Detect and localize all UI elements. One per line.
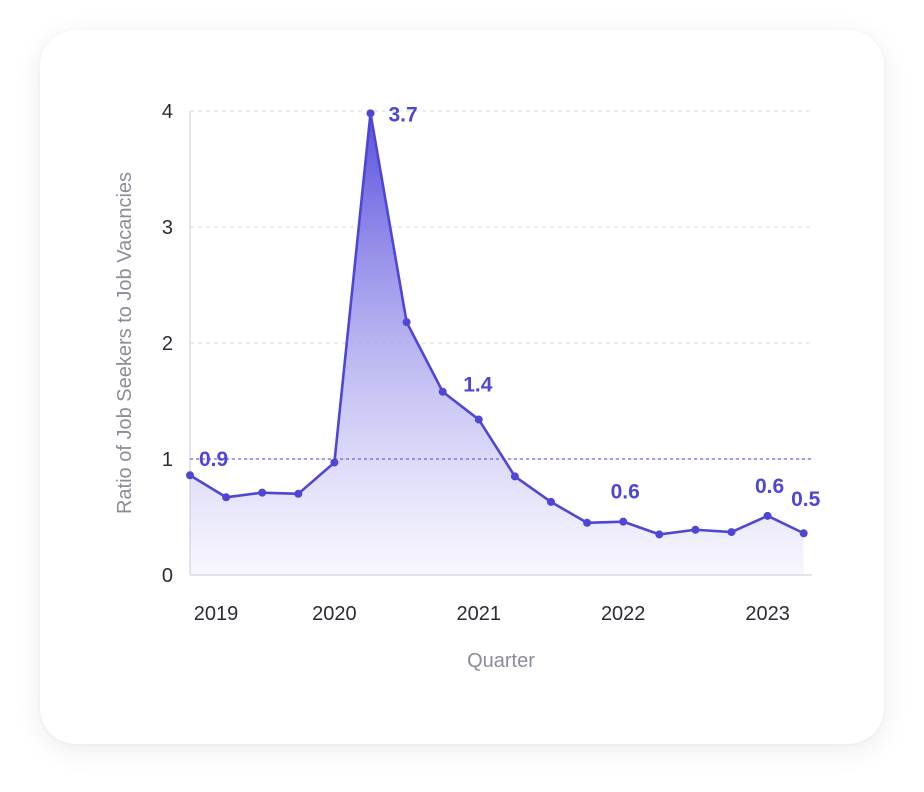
series-area (190, 113, 804, 575)
data-point-8 (474, 415, 483, 424)
x-tick-label: 2019 (194, 603, 239, 625)
series-line (188, 112, 805, 536)
data-point-7 (438, 387, 447, 396)
data-label: 0.5 (791, 488, 821, 511)
chart-card (40, 30, 884, 744)
data-point-6 (402, 318, 411, 327)
x-tick-label: 2022 (601, 603, 646, 625)
data-point-14 (691, 525, 700, 534)
data-point-16 (763, 511, 772, 520)
labels-layer: 0.9 3.7 1.4 0.6 0.6 0.5 (199, 103, 821, 511)
y-axis-title: Ratio of Job Seekers to Job Vacancies (114, 172, 136, 514)
y-tick-label: 3 (162, 217, 173, 239)
data-point-9 (510, 472, 519, 481)
grid-lines (190, 110, 812, 460)
x-tick-label: 2023 (745, 603, 790, 625)
data-point-12 (619, 517, 628, 526)
data-label: 0.6 (755, 475, 784, 498)
data-label: 3.7 (389, 103, 418, 126)
y-tick-label: 4 (162, 101, 173, 123)
axes (189, 111, 812, 576)
data-point-4 (330, 458, 339, 467)
y-tick-label: 2 (162, 333, 173, 355)
data-point-5 (366, 109, 375, 118)
data-point-10 (547, 497, 555, 506)
data-point-13 (655, 530, 664, 539)
data-point-15 (727, 528, 736, 537)
data-point-1 (222, 493, 231, 502)
x-tick-label: 2021 (457, 603, 502, 625)
data-point-0 (186, 471, 194, 480)
y-tick-label: 1 (162, 449, 173, 471)
points-layer (186, 109, 808, 539)
data-label: 1.4 (463, 374, 493, 397)
x-axis-title: Quarter (467, 650, 535, 672)
data-label: 0.9 (199, 448, 228, 471)
ticks-layer: 0 1 2 3 4 2019 2020 2021 2022 2023 (162, 101, 790, 625)
line-layer (188, 112, 805, 536)
data-point-3 (294, 489, 303, 498)
x-tick-label: 2020 (312, 603, 357, 625)
data-point-17 (799, 529, 808, 538)
data-point-2 (258, 488, 267, 497)
data-label: 0.6 (611, 481, 640, 504)
y-tick-label: 0 (162, 565, 173, 587)
area-layer (190, 113, 804, 575)
data-point-11 (583, 518, 592, 527)
